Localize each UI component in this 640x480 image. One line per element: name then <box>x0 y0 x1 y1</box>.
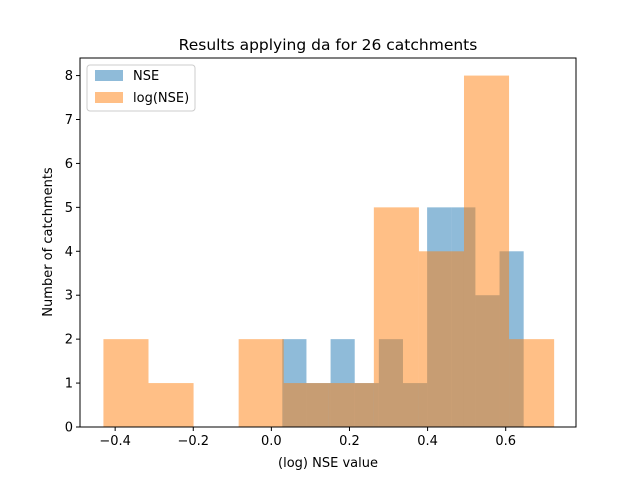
bar-1-5 <box>328 383 374 427</box>
bar-1-0 <box>103 339 149 427</box>
y-tick-label: 0 <box>65 421 73 436</box>
y-tick-label: 3 <box>65 289 73 304</box>
legend-label-1: log(NSE) <box>133 91 189 106</box>
y-tick-label: 6 <box>65 157 73 172</box>
axes-frame <box>79 57 577 428</box>
legend: NSE log(NSE) <box>86 64 196 112</box>
legend-swatch-0 <box>95 70 123 81</box>
bar-1-6 <box>373 207 419 427</box>
y-tick-label: 7 <box>65 113 73 128</box>
x-axis-label: (log) NSE value <box>278 456 378 471</box>
x-tick-label: 0.0 <box>261 434 282 449</box>
y-axis-ticks: 0 1 2 3 4 5 6 7 8 <box>65 69 80 436</box>
x-tick-label: −0.2 <box>177 434 209 449</box>
histogram-bars <box>103 75 555 427</box>
y-axis-label: Number of catchments <box>41 167 56 317</box>
x-tick-label: 0.2 <box>339 434 360 449</box>
bar-1-1 <box>148 383 194 427</box>
x-tick-label: −0.4 <box>99 434 131 449</box>
legend-label-0: NSE <box>133 69 159 84</box>
series-1 <box>103 75 555 427</box>
y-tick-label: 8 <box>65 69 73 84</box>
bar-1-3 <box>238 339 284 427</box>
legend-swatch-1 <box>95 92 123 103</box>
bar-1-4 <box>283 383 329 427</box>
x-tick-label: 0.4 <box>417 434 438 449</box>
x-tick-label: 0.6 <box>495 434 516 449</box>
x-axis-ticks: −0.4 −0.2 0.0 0.2 0.4 0.6 <box>99 427 516 449</box>
chart-title: Results applying da for 26 catchments <box>179 36 478 54</box>
bar-1-7 <box>418 251 464 427</box>
y-tick-label: 1 <box>65 377 73 392</box>
y-tick-label: 4 <box>65 245 73 260</box>
bar-1-8 <box>463 75 510 427</box>
y-tick-label: 5 <box>65 201 73 216</box>
bar-1-9 <box>509 339 555 427</box>
y-tick-label: 2 <box>65 333 73 348</box>
